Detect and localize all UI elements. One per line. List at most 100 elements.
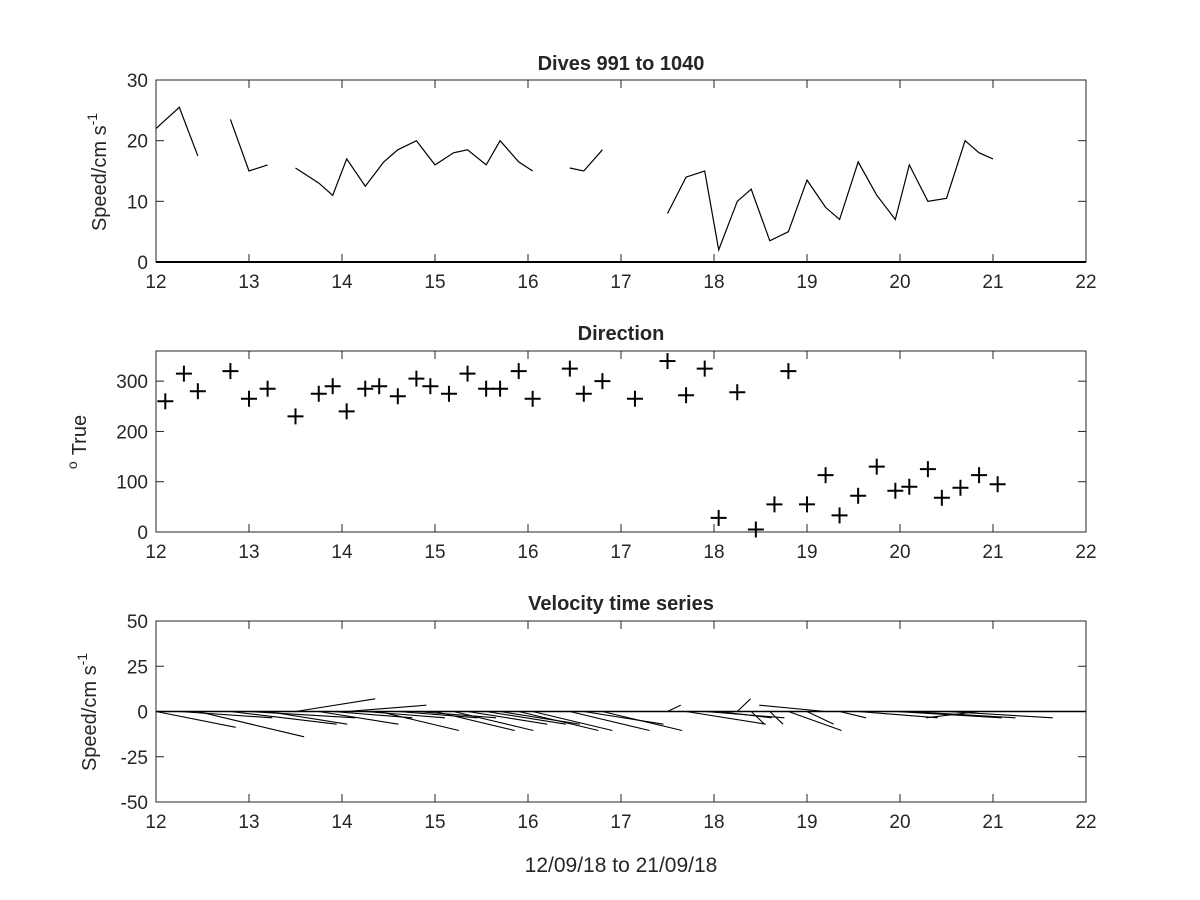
velocity-x-tick-label: 12 <box>145 812 166 833</box>
direction-point <box>594 373 611 390</box>
velocity-stick <box>486 710 566 725</box>
direction-x-tick-label: 14 <box>331 542 353 563</box>
velocity-stick <box>155 710 236 728</box>
velocity-stick <box>925 710 980 719</box>
direction-point <box>422 378 439 395</box>
direction-y-tick-label: 200 <box>116 422 148 443</box>
velocity-stick <box>397 710 478 719</box>
direction-point <box>799 496 815 513</box>
speed-y-tick-label: 10 <box>127 192 148 213</box>
direction-point <box>222 363 239 380</box>
direction-point <box>919 461 936 478</box>
speed-x-tick-label: 14 <box>331 272 353 293</box>
speed-panel: Dives 991 to 1040 12 13 14 15 16 17 18 19 20 21 22… <box>84 53 1097 293</box>
velocity-stick <box>569 710 650 732</box>
direction-point <box>524 390 541 407</box>
direction-point <box>324 378 341 395</box>
direction-point <box>157 393 174 410</box>
velocity-y-tick-label: 0 <box>137 703 148 724</box>
velocity-x-tick-label: 16 <box>517 812 538 833</box>
velocity-stick <box>416 710 497 719</box>
velocity-stick <box>858 710 938 719</box>
velocity-x-tick-label: 19 <box>796 812 817 833</box>
direction-point <box>440 385 457 402</box>
direction-point <box>287 408 304 425</box>
velocity-y-axis-label-text: Speed/cm s <box>79 665 101 771</box>
velocity-stick <box>230 710 337 725</box>
velocity-y-tick-label: 50 <box>127 612 148 633</box>
speed-y-tick-label: 0 <box>137 253 148 274</box>
speed-line-segment <box>155 106 199 157</box>
direction-point <box>510 363 527 380</box>
velocity-stick <box>197 710 305 738</box>
direction-point <box>310 385 327 402</box>
direction-point <box>189 383 206 400</box>
velocity-panel: Velocity time series 12 13 14 15 16 17 18 19 20 2… <box>74 593 1097 877</box>
direction-point <box>259 380 276 397</box>
direction-point <box>850 487 867 504</box>
direction-point <box>678 387 695 404</box>
velocity-stick <box>434 710 515 732</box>
direction-panel: Direction 12 13 14 15 16 17 18 19 20 21 22 0 100 200 3… <box>64 323 1097 563</box>
velocity-stick <box>365 710 446 719</box>
velocity-stick <box>295 698 376 713</box>
speed-axes-box <box>155 79 1087 263</box>
speed-line-segment <box>569 149 603 172</box>
speed-x-tick-label: 17 <box>610 272 631 293</box>
direction-axes-box <box>155 350 1087 533</box>
direction-point <box>408 370 425 387</box>
velocity-x-tick-label: 22 <box>1075 812 1096 833</box>
direction-point <box>747 521 764 538</box>
direction-y-tick-label: 0 <box>137 523 148 544</box>
direction-point <box>492 380 509 397</box>
velocity-stick <box>583 710 664 725</box>
velocity-y-tick-label: 25 <box>127 657 148 678</box>
velocity-stick <box>248 710 356 719</box>
velocity-stick <box>839 710 867 719</box>
velocity-stick <box>318 710 399 725</box>
direction-point <box>780 363 797 380</box>
direction-y-axis-label: o True <box>64 415 91 469</box>
velocity-stick <box>750 711 765 725</box>
direction-y-axis-label-text: True <box>69 415 91 455</box>
velocity-stick <box>467 710 548 725</box>
speed-y-tick-label: 20 <box>127 132 148 153</box>
velocity-x-tick-label: 18 <box>703 812 724 833</box>
direction-point <box>901 478 918 495</box>
direction-x-tick-label: 17 <box>610 542 631 563</box>
direction-point <box>710 509 727 526</box>
velocity-x-tick-label: 20 <box>889 812 910 833</box>
velocity-stick <box>736 698 751 712</box>
speed-y-axis-label-text: Speed/cm s <box>89 125 111 231</box>
velocity-x-tick-label: 14 <box>331 812 353 833</box>
velocity-stick <box>686 710 766 725</box>
speed-x-tick-label: 18 <box>703 272 724 293</box>
direction-point <box>766 496 783 513</box>
speed-line-segment <box>229 119 268 172</box>
direction-point <box>831 507 848 524</box>
velocity-stick <box>759 704 826 713</box>
direction-x-tick-label: 16 <box>517 542 538 563</box>
velocity-stick <box>379 710 460 732</box>
speed-x-tick-label: 12 <box>145 272 166 293</box>
speed-y-tick-label: 30 <box>127 71 148 92</box>
velocity-stick <box>667 704 682 712</box>
velocity-x-axis-label: 12/09/18 to 21/09/18 <box>525 854 718 877</box>
direction-point <box>696 360 713 377</box>
velocity-stick <box>267 710 348 725</box>
direction-point <box>626 390 643 407</box>
velocity-stick <box>532 710 613 732</box>
velocity-x-tick-label: 15 <box>424 812 445 833</box>
velocity-y-tick-label: -50 <box>121 793 148 814</box>
velocity-stick <box>909 710 1016 719</box>
velocity-x-tick-label: 13 <box>238 812 259 833</box>
direction-point <box>971 467 988 484</box>
direction-x-tick-label: 20 <box>889 542 910 563</box>
direction-plot-area: 12 13 14 15 16 17 18 19 20 21 22 0 100 200 300 <box>116 350 1097 563</box>
velocity-stick <box>769 711 784 725</box>
velocity-stick <box>602 710 683 732</box>
direction-x-tick-label: 19 <box>796 542 817 563</box>
direction-point <box>561 360 578 377</box>
velocity-x-tick-label: 21 <box>982 812 1003 833</box>
